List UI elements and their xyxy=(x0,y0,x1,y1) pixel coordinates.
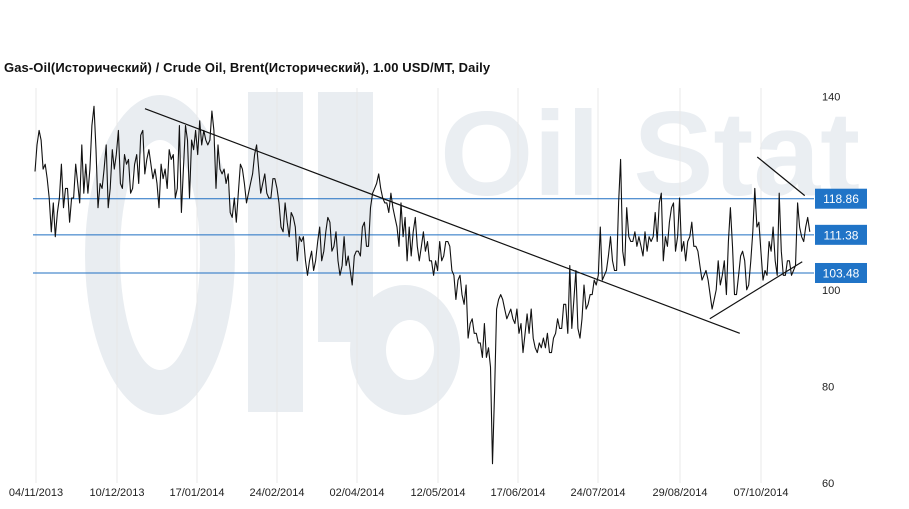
level-label: 111.38 xyxy=(824,228,859,242)
x-tick-label: 07/10/2014 xyxy=(733,487,788,499)
level-label: 103.48 xyxy=(823,266,860,280)
x-tick-label: 12/05/2014 xyxy=(410,487,465,499)
y-tick-label: 100 xyxy=(822,285,840,297)
y-tick-label: 80 xyxy=(822,381,834,393)
chart-title: Gas-Oil(Исторический) / Crude Oil, Brent… xyxy=(4,60,491,75)
level-badge xyxy=(815,224,867,245)
level-badge xyxy=(815,188,867,209)
x-tick-label: 04/11/2013 xyxy=(9,487,63,499)
x-tick-label: 24/02/2014 xyxy=(249,487,304,499)
series-group xyxy=(34,105,811,465)
watermark-text: Oil Stat xyxy=(440,87,860,221)
trendline xyxy=(756,156,806,197)
y-axis: 140 100 80 60 xyxy=(822,92,840,490)
trendlines xyxy=(144,108,806,334)
x-tick-label: 10/12/2013 xyxy=(89,487,144,499)
x-tick-label: 17/01/2014 xyxy=(169,487,224,499)
series-line xyxy=(34,105,811,465)
level-label: 118.86 xyxy=(823,192,859,206)
y-tick-label: 60 xyxy=(822,478,834,490)
trendline xyxy=(144,108,740,334)
x-tick-label: 02/04/2014 xyxy=(329,487,384,499)
trendline xyxy=(709,261,803,320)
y-tick-label: 140 xyxy=(822,92,840,104)
level-badges: 118.86 111.38 103.48 xyxy=(815,188,867,283)
x-tick-label: 17/06/2014 xyxy=(490,487,545,499)
x-axis: 04/11/2013 10/12/2013 17/01/2014 24/02/2014… xyxy=(9,487,789,499)
x-tick-label: 29/08/2014 xyxy=(652,487,707,499)
level-badge xyxy=(815,262,867,283)
x-tick-label: 24/07/2014 xyxy=(570,487,625,499)
